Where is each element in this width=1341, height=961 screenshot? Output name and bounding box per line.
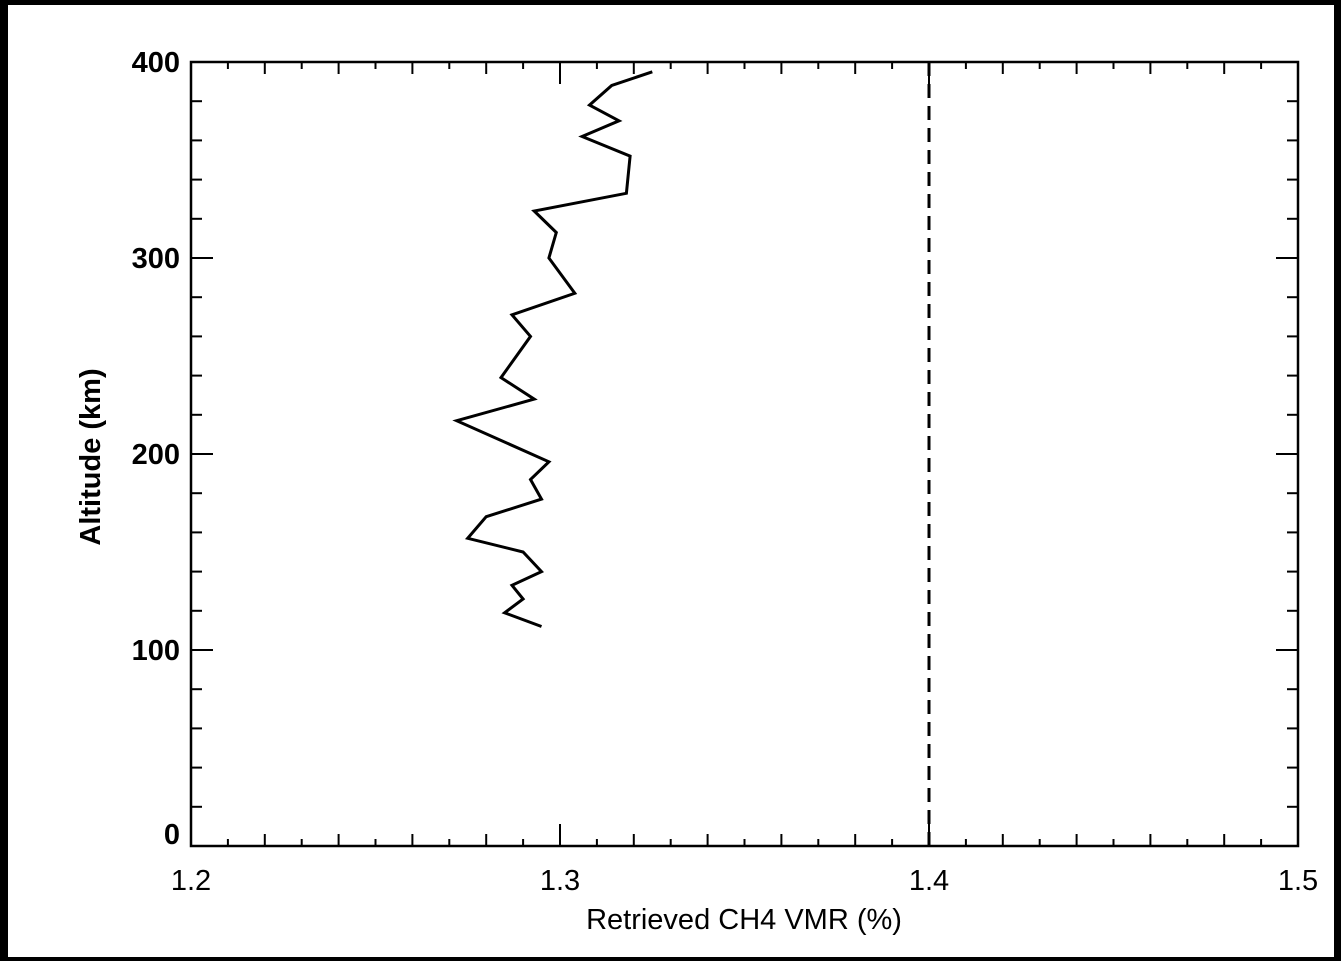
x-axis-label: Retrieved CH4 VMR (%) bbox=[586, 904, 902, 936]
labels-layer: Retrieved CH4 VMR (%) Altitude (km) bbox=[75, 368, 902, 936]
x-tick-label: 1.3 bbox=[540, 865, 580, 897]
plot-canvas: 1.2 1.3 1.4 1.5 0 100 200 300 400 Retrieved CH4 … bbox=[8, 5, 1334, 957]
x-tick-label: 1.5 bbox=[1278, 865, 1318, 897]
profile-chart: 1.2 1.3 1.4 1.5 0 100 200 300 400 Retrieved CH4 … bbox=[75, 47, 1319, 936]
x-tick-label: 1.4 bbox=[909, 865, 949, 897]
plot-frame bbox=[189, 60, 1300, 848]
y-tick-label: 400 bbox=[132, 47, 180, 79]
y-tick-label: 200 bbox=[132, 439, 180, 471]
y-tick-label: 100 bbox=[132, 635, 180, 667]
retrieved-profile-line bbox=[452, 70, 653, 628]
y-tick-label: 300 bbox=[132, 243, 180, 275]
series-layer bbox=[452, 62, 931, 846]
axes-layer: 1.2 1.3 1.4 1.5 0 100 200 300 400 bbox=[132, 47, 1319, 897]
y-tick-label: 0 bbox=[164, 819, 180, 851]
x-tick-label: 1.2 bbox=[171, 865, 211, 897]
y-axis-label: Altitude (km) bbox=[75, 368, 107, 545]
